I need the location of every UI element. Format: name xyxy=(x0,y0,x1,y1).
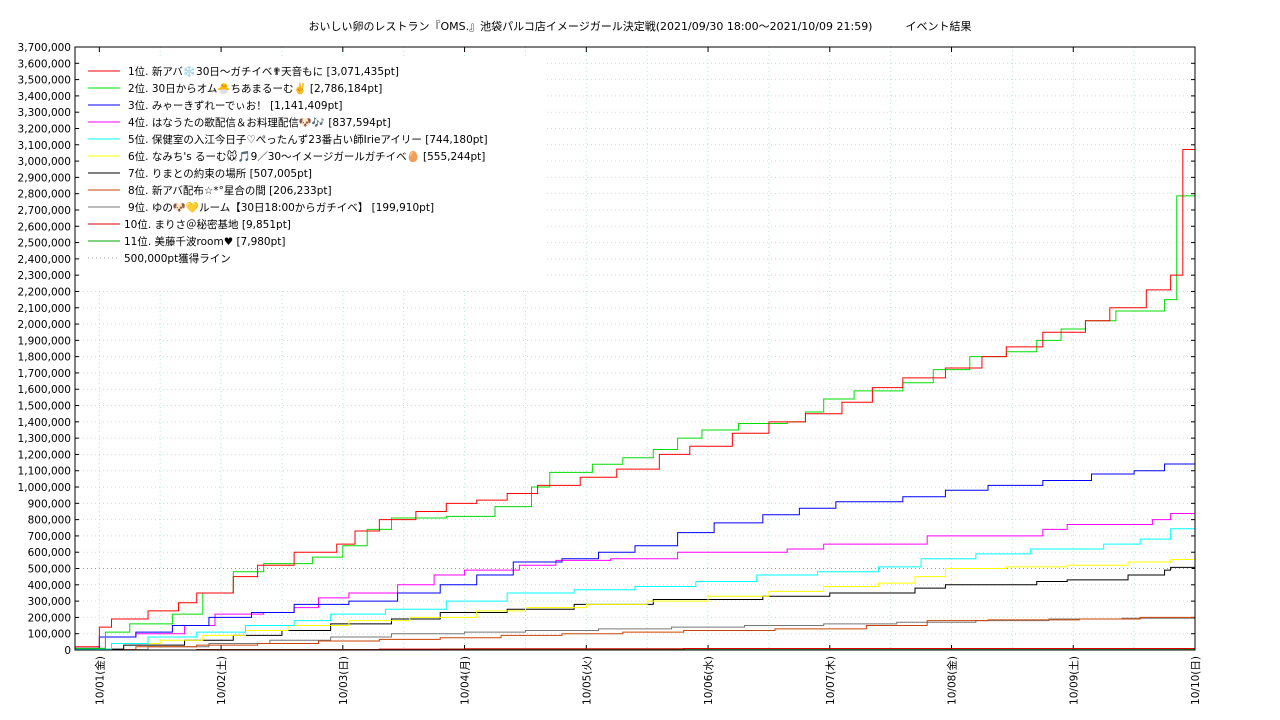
y-tick-label: 1,500,000 xyxy=(18,401,71,413)
y-tick-label: 1,800,000 xyxy=(18,352,71,364)
legend-label: 3位. みゃーきずれーでぃお！ [1,141,409pt] xyxy=(128,99,342,112)
x-tick-label: 10/08(金) xyxy=(946,656,959,705)
y-tick-label: 2,600,000 xyxy=(18,221,71,233)
legend-label: 5位. 保健室の入江今日子♡ぺったんず23番占い師Irieアイリー [744,1… xyxy=(128,133,488,146)
y-tick-label: 3,000,000 xyxy=(18,156,71,168)
y-tick-label: 400,000 xyxy=(28,580,71,592)
legend-label: 11位. 美藤千波room♥ [7,980pt] xyxy=(124,235,285,248)
plot-frame xyxy=(74,46,1196,651)
y-tick-label: 2,900,000 xyxy=(18,172,71,184)
y-tick-label: 2,700,000 xyxy=(18,205,71,217)
y-tick-label: 2,300,000 xyxy=(18,270,71,282)
y-tick-label: 3,700,000 xyxy=(18,42,71,54)
series-line xyxy=(75,616,1196,651)
series-line xyxy=(75,463,1195,649)
series-line xyxy=(75,528,1195,650)
y-tick-label: 100,000 xyxy=(28,629,71,641)
series-line xyxy=(75,566,1195,650)
y-tick-label: 3,600,000 xyxy=(18,58,71,70)
legend-label: 6位. なみち's るーむ🐭🎵9／30〜イメージガールガチイベ🥚 [555,24… xyxy=(128,150,485,163)
y-tick-label: 1,700,000 xyxy=(18,368,71,380)
y-tick-label: 700,000 xyxy=(28,531,71,543)
y-tick-label: 1,300,000 xyxy=(18,433,71,445)
x-tick-label: 10/06(水) xyxy=(703,656,715,705)
x-tick-label: 10/07(木) xyxy=(825,656,837,705)
y-tick-label: 1,400,000 xyxy=(18,417,71,429)
y-tick-label: 200,000 xyxy=(28,612,71,624)
y-tick-label: 2,800,000 xyxy=(18,189,71,201)
legend-label: 10位. まりさ＠秘密基地 [9,851pt] xyxy=(124,218,291,231)
x-tick-label: 10/01(金) xyxy=(93,656,106,705)
legend-label: 2位. 30日からオム🐣ちあまるーむ✌️ [2,786,184pt] xyxy=(128,82,382,95)
y-tick-label: 2,400,000 xyxy=(18,254,71,266)
y-tick-label: 3,200,000 xyxy=(18,123,71,135)
legend-label: 500,000pt獲得ライン xyxy=(124,252,231,265)
y-tick-label: 2,000,000 xyxy=(18,319,71,331)
y-tick-label: 900,000 xyxy=(28,498,71,510)
y-tick-label: 3,500,000 xyxy=(18,75,71,87)
y-tick-label: 0 xyxy=(64,645,71,657)
legend: 1位. 新アバ❄️30日〜ガチイベ✟天音もに [3,071,435pt] 2位. … xyxy=(88,65,488,265)
x-tick-label: 10/05(火) xyxy=(581,656,593,705)
y-tick-label: 2,100,000 xyxy=(18,303,71,315)
y-tick-label: 1,600,000 xyxy=(18,384,71,396)
x-tick-label: 10/04(月) xyxy=(460,656,472,705)
legend-box xyxy=(82,58,544,290)
y-tick-label: 800,000 xyxy=(28,515,71,527)
y-tick-label: 3,400,000 xyxy=(18,91,71,103)
x-tick-label: 10/03(日) xyxy=(338,656,350,705)
y-tick-label: 3,300,000 xyxy=(18,107,71,119)
series-line xyxy=(75,512,1195,649)
series-line xyxy=(75,559,1195,650)
series-line xyxy=(75,148,1195,648)
x-tick-label: 10/09(土) xyxy=(1067,656,1080,705)
y-tick-label: 300,000 xyxy=(28,596,71,608)
y-tick-label: 600,000 xyxy=(28,547,71,559)
y-tick-label: 1,900,000 xyxy=(18,335,71,347)
y-tick-label: 2,200,000 xyxy=(18,286,71,298)
legend-label: 8位. 新アバ配布☆*°星合の間 [206,233pt] xyxy=(128,184,332,197)
y-tick-label: 3,100,000 xyxy=(18,140,71,152)
y-tick-label: 2,500,000 xyxy=(18,238,71,250)
y-tick-label: 500,000 xyxy=(28,564,71,576)
legend-label: 1位. 新アバ❄️30日〜ガチイベ✟天音もに [3,071,435pt] xyxy=(128,65,399,78)
series-line xyxy=(75,617,1196,651)
x-tick-label: 10/10(日) xyxy=(1190,656,1202,705)
y-tick-label: 1,100,000 xyxy=(18,466,71,478)
legend-label: 9位. ゆの🐶💛ルーム【30日18:00からガチイベ】 [199,910pt] xyxy=(128,201,434,214)
chart-title: おいしい卵のレストラン『OMS.』池袋パルコ店イメージガール決定戦(2021/0… xyxy=(308,20,972,33)
legend-label: 4位. はなうたの歌配信＆お料理配信🐶🎶 [837,594pt] xyxy=(128,116,391,129)
x-tick-label: 10/02(土) xyxy=(215,656,228,705)
series-line xyxy=(75,195,1195,649)
y-tick-label: 1,200,000 xyxy=(18,449,71,461)
legend-label: 7位. りまとの約束の場所 [507,005pt] xyxy=(128,167,312,180)
y-tick-label: 1,000,000 xyxy=(18,482,71,494)
